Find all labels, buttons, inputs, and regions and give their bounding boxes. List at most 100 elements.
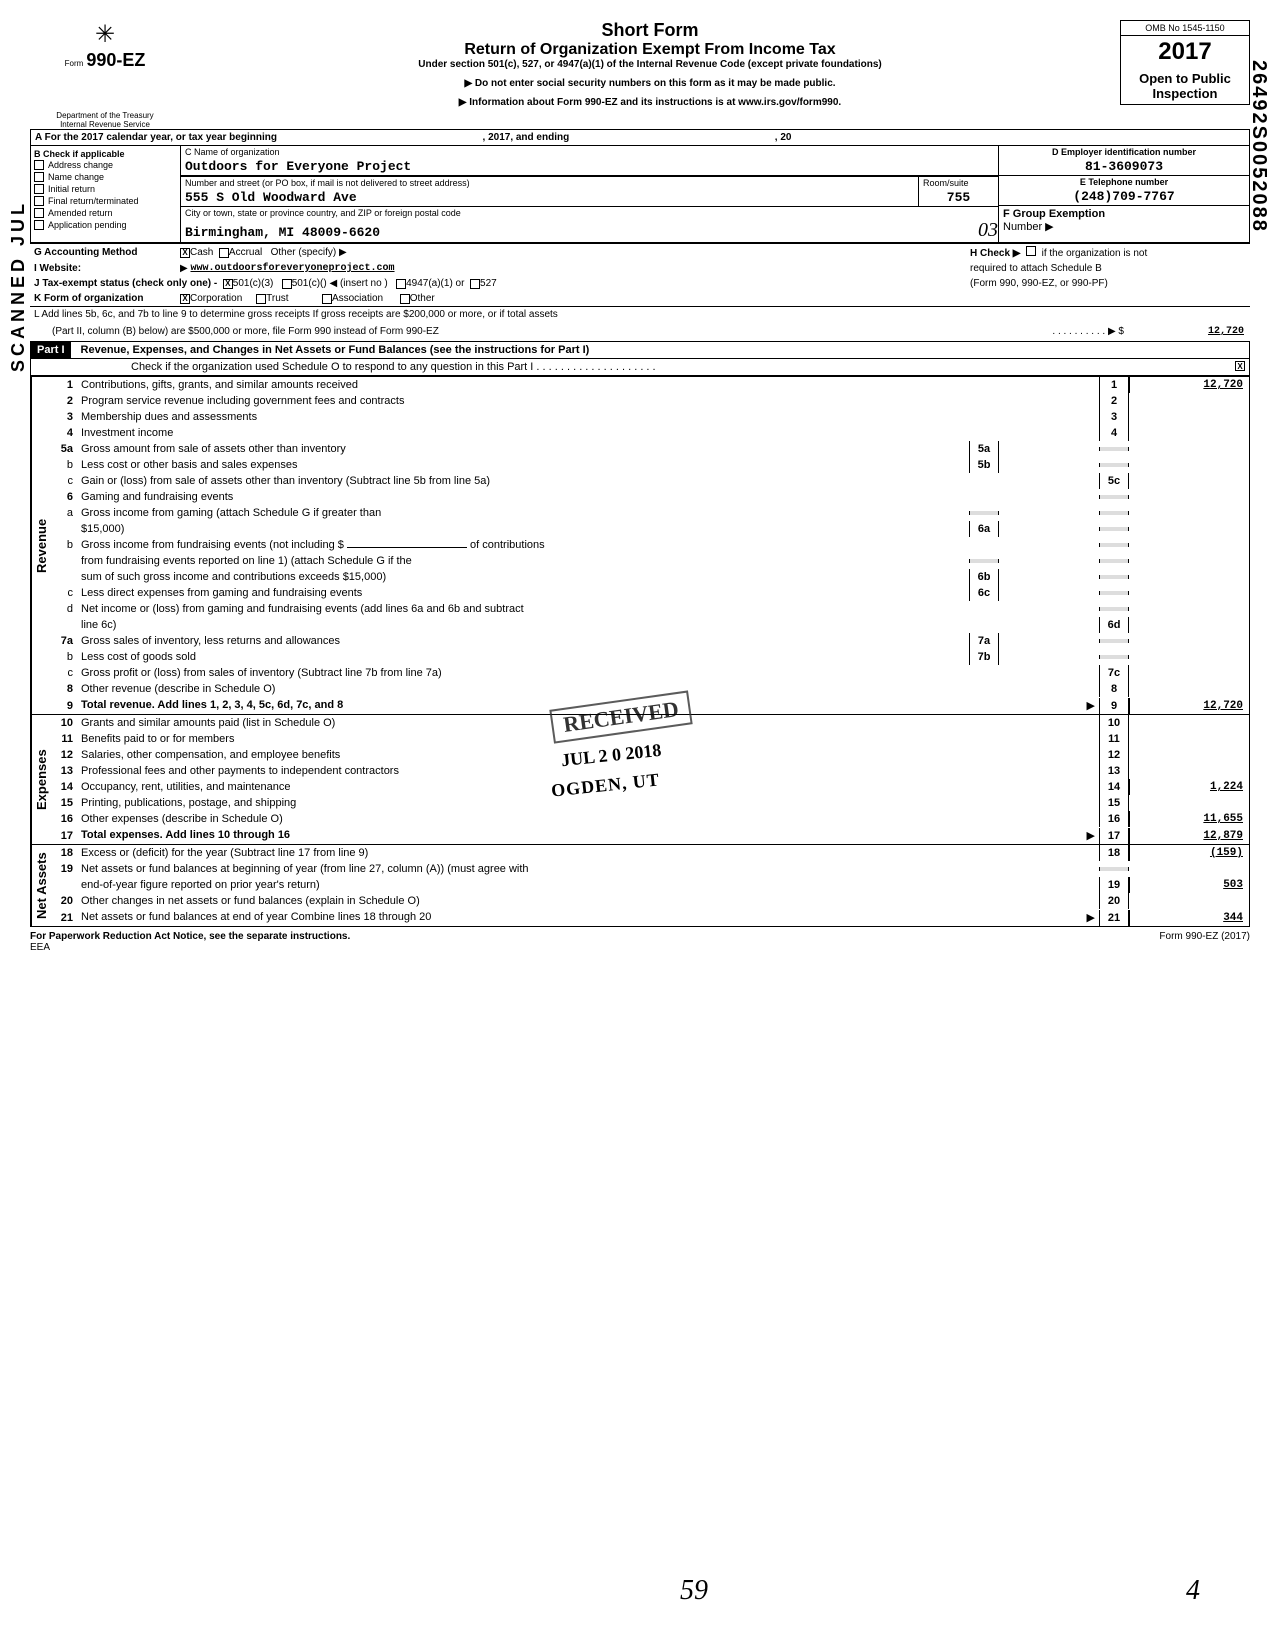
line-21-arrow: ▶: [1087, 911, 1099, 924]
checkbox-527[interactable]: [470, 279, 480, 289]
line-a-mid: , 2017, and ending: [483, 132, 570, 143]
handwritten-4: 4: [1186, 1575, 1200, 1607]
line-18: Excess or (deficit) for the year (Subtra…: [81, 845, 1099, 861]
checkbox-accrual[interactable]: [219, 248, 229, 258]
street-label: Number and street (or PO box, if mail is…: [181, 177, 918, 189]
group-exempt-label: F Group Exemption: [1003, 208, 1245, 220]
checkbox-501c3[interactable]: [223, 279, 233, 289]
checkbox-pending[interactable]: [34, 220, 44, 230]
line-17: Total expenses. Add lines 10 through 16: [81, 829, 290, 841]
line-6b-after: of contributions: [470, 539, 545, 551]
line-7a: Gross sales of inventory, less returns a…: [81, 633, 969, 649]
line-6a: Gross income from gaming (attach Schedul…: [81, 505, 969, 521]
h-text: if the organization is not: [1042, 248, 1148, 259]
form-title: Short Form: [190, 20, 1110, 41]
label-trust: Trust: [266, 293, 288, 304]
line-l-2: (Part II, column (B) below) are $500,000…: [30, 326, 439, 337]
expenses-section: Expenses 10Grants and similar amounts pa…: [30, 715, 1250, 845]
checkbox-name-change[interactable]: [34, 172, 44, 182]
line-1: Contributions, gifts, grants, and simila…: [81, 377, 1099, 393]
label-pending: Application pending: [48, 220, 127, 230]
open-public: Open to Public: [1139, 71, 1231, 86]
checkbox-cash[interactable]: [180, 248, 190, 258]
net-assets-section: Net Assets 18Excess or (deficit) for the…: [30, 845, 1250, 927]
line-8: Other revenue (describe in Schedule O): [81, 681, 1099, 697]
line-4: Investment income: [81, 425, 1099, 441]
label-corp: Corporation: [190, 293, 242, 304]
label-501c3: 501(c)(3): [233, 278, 274, 289]
line-l-arrow: . . . . . . . . . . ▶ $: [439, 326, 1130, 337]
checkbox-501c[interactable]: [282, 279, 292, 289]
checkbox-h[interactable]: [1026, 246, 1036, 256]
form-subtitle: Return of Organization Exempt From Incom…: [190, 41, 1110, 59]
form-of-org-label: K Form of organization: [30, 293, 180, 304]
line-7b: Less cost of goods sold: [81, 649, 969, 665]
scanned-stamp: SCANNED JUL: [8, 200, 29, 372]
info-link: ▶ Information about Form 990-EZ and its …: [190, 97, 1110, 108]
line-6b-2: from fundraising events reported on line…: [81, 553, 969, 569]
line-14-val: 1,224: [1129, 779, 1249, 795]
line-6b-3: sum of such gross income and contributio…: [81, 569, 969, 585]
header-info-block: B Check if applicable Address change Nam…: [30, 145, 1250, 243]
checkbox-4947[interactable]: [396, 279, 406, 289]
part1-title: Revenue, Expenses, and Changes in Net As…: [71, 344, 590, 356]
label-initial-return: Initial return: [48, 184, 95, 194]
part1-label: Part I: [31, 342, 71, 358]
phone-label: E Telephone number: [999, 176, 1249, 188]
checkbox-amended[interactable]: [34, 208, 44, 218]
checkbox-trust[interactable]: [256, 294, 266, 304]
line-17-arrow: ▶: [1087, 829, 1099, 842]
section-b-title: B Check if applicable: [34, 149, 177, 159]
line-2: Program service revenue including govern…: [81, 393, 1099, 409]
checkbox-schedule-o[interactable]: [1235, 361, 1245, 371]
checkbox-other-org[interactable]: [400, 294, 410, 304]
line-6c: Less direct expenses from gaming and fun…: [81, 585, 969, 601]
org-name: Outdoors for Everyone Project: [181, 158, 998, 176]
under-section: Under section 501(c), 527, or 4947(a)(1)…: [190, 59, 1110, 70]
line-9-val: 12,720: [1129, 698, 1249, 714]
form-header: ✳ Form 990-EZ Department of the Treasury…: [30, 20, 1250, 129]
form-number: 990-EZ: [86, 50, 145, 70]
line-6d: Net income or (loss) from gaming and fun…: [81, 601, 1099, 617]
h-text3: (Form 990, 990-EZ, or 990-PF): [970, 278, 1250, 289]
label-name-change: Name change: [48, 172, 104, 182]
line-18-val: (159): [1129, 845, 1249, 861]
label-accrual: Accrual: [229, 247, 262, 258]
street-value: 555 S Old Woodward Ave: [181, 189, 918, 206]
gross-receipts: 12,720: [1130, 324, 1250, 339]
line-3: Membership dues and assessments: [81, 409, 1099, 425]
dept-treasury: Department of the Treasury: [30, 111, 180, 120]
part1-check-text: Check if the organization used Schedule …: [131, 361, 656, 373]
room-value: 755: [919, 189, 998, 206]
label-amended: Amended return: [48, 208, 113, 218]
line-20: Other changes in net assets or fund bala…: [81, 893, 1099, 909]
ein-label: D Employer identification number: [999, 146, 1249, 158]
group-exempt-number: Number ▶: [1003, 220, 1245, 233]
line-6d-2: line 6c): [81, 617, 1099, 633]
hand-03: 03: [978, 219, 998, 242]
line-6: Gaming and fundraising events: [81, 489, 1099, 505]
checkbox-initial-return[interactable]: [34, 184, 44, 194]
ein-value: 81-3609073: [999, 158, 1249, 175]
line-17-val: 12,879: [1129, 828, 1249, 844]
line-5b: Less cost or other basis and sales expen…: [81, 457, 969, 473]
line-19-val: 503: [1129, 877, 1249, 893]
line-9: Total revenue. Add lines 1, 2, 3, 4, 5c,…: [81, 699, 343, 711]
label-other-org: Other: [410, 293, 435, 304]
footer-eea: EEA: [30, 942, 50, 953]
inspection: Inspection: [1152, 86, 1217, 101]
line-21: Net assets or fund balances at end of ye…: [81, 911, 431, 923]
label-4947: 4947(a)(1) or: [406, 278, 464, 289]
h-check-label: H Check ▶: [970, 248, 1020, 259]
checkbox-final-return[interactable]: [34, 196, 44, 206]
checkbox-address-change[interactable]: [34, 160, 44, 170]
org-name-label: C Name of organization: [181, 146, 998, 158]
checkbox-assoc[interactable]: [322, 294, 332, 304]
line-a-start: A For the 2017 calendar year, or tax yea…: [35, 132, 277, 143]
label-501c: 501(c)(: [292, 278, 324, 289]
line-6b: Gross income from fundraising events (no…: [81, 539, 344, 551]
checkbox-corp[interactable]: [180, 294, 190, 304]
revenue-section: Revenue 1Contributions, gifts, grants, a…: [30, 376, 1250, 715]
revenue-label: Revenue: [31, 377, 51, 714]
label-final-return: Final return/terminated: [48, 196, 139, 206]
